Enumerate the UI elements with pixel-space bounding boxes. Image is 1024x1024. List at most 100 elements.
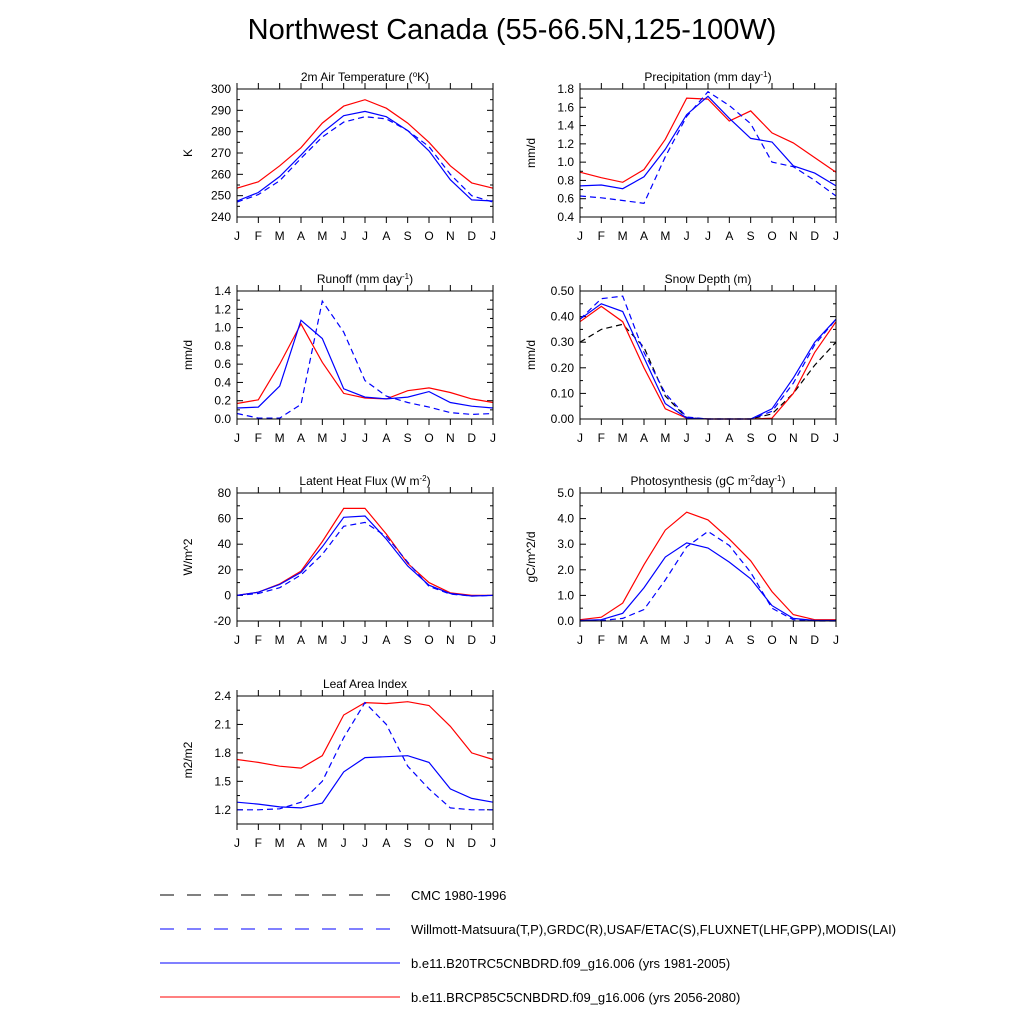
x-tick-label: J bbox=[362, 836, 368, 850]
plot-frame bbox=[579, 290, 837, 420]
y-tick-label: 1.0 bbox=[214, 321, 231, 335]
x-tick-label: A bbox=[640, 229, 648, 243]
y-axis-label: m2/m2 bbox=[181, 741, 195, 778]
y-tick-label: 20 bbox=[218, 563, 232, 577]
chart-panel-6: Photosynthesis (gC m-2day-1) gC/m^2/d 0.0 1… bbox=[524, 474, 839, 648]
y-tick-label: 1.4 bbox=[557, 119, 574, 133]
x-tick-label: A bbox=[640, 633, 648, 647]
panel-title: 2m Air Temperature (oK) bbox=[301, 70, 429, 85]
x-tick-label: O bbox=[767, 431, 776, 445]
y-tick-label: 280 bbox=[211, 125, 231, 139]
x-tick-label: M bbox=[660, 633, 670, 647]
y-tick-label: 4.0 bbox=[557, 512, 574, 526]
series-line-hist bbox=[236, 515, 494, 597]
x-tick-label: F bbox=[598, 633, 605, 647]
x-tick-label: M bbox=[317, 229, 327, 243]
y-tick-label: 1.2 bbox=[557, 137, 574, 151]
x-tick-label: J bbox=[341, 836, 347, 850]
x-tick-label: J bbox=[234, 431, 240, 445]
y-tick-label: 300 bbox=[211, 82, 231, 96]
y-tick-label: 1.2 bbox=[214, 302, 231, 316]
legend-label-obs: Willmott-Matsuura(T,P),GRDC(R),USAF/ETAC… bbox=[411, 922, 896, 937]
x-tick-label: N bbox=[446, 431, 455, 445]
x-tick-label: A bbox=[725, 229, 733, 243]
plot-frame bbox=[236, 492, 494, 622]
x-tick-label: A bbox=[382, 229, 390, 243]
x-tick-label: J bbox=[362, 229, 368, 243]
x-tick-label: O bbox=[424, 633, 433, 647]
x-tick-label: D bbox=[467, 229, 476, 243]
x-tick-label: A bbox=[725, 633, 733, 647]
x-tick-label: J bbox=[705, 633, 711, 647]
y-tick-label: 0.0 bbox=[214, 412, 231, 426]
x-tick-label: S bbox=[747, 633, 755, 647]
x-tick-label: M bbox=[618, 229, 628, 243]
x-tick-label: M bbox=[317, 836, 327, 850]
plot-frame bbox=[236, 88, 494, 218]
x-tick-label: J bbox=[234, 836, 240, 850]
y-tick-label: 0.00 bbox=[551, 412, 575, 426]
x-tick-label: D bbox=[467, 431, 476, 445]
series-line-future bbox=[579, 511, 836, 621]
x-tick-label: S bbox=[404, 431, 412, 445]
x-tick-label: J bbox=[341, 229, 347, 243]
x-tick-label: J bbox=[833, 229, 839, 243]
y-tick-label: 2.0 bbox=[557, 563, 574, 577]
y-tick-label: 0.4 bbox=[557, 210, 574, 224]
x-tick-label: F bbox=[255, 633, 262, 647]
chart-panel-4: Snow Depth (m) mm/d 0.00 0.10 0.20 0.30 0.40 0.… bbox=[524, 272, 839, 445]
series-line-future bbox=[236, 322, 494, 405]
y-tick-label: 1.6 bbox=[557, 100, 574, 114]
x-tick-label: J bbox=[490, 836, 496, 850]
x-tick-label: F bbox=[255, 836, 262, 850]
x-tick-label: N bbox=[446, 836, 455, 850]
x-tick-label: D bbox=[810, 229, 819, 243]
y-tick-label: 0.20 bbox=[551, 361, 575, 375]
x-tick-label: M bbox=[618, 633, 628, 647]
y-axis-label: mm/d bbox=[524, 138, 538, 168]
y-tick-label: 0.4 bbox=[214, 375, 231, 389]
plot-frame bbox=[579, 88, 837, 218]
x-tick-label: D bbox=[810, 431, 819, 445]
y-axis-label: mm/d bbox=[524, 340, 538, 370]
y-tick-label: -20 bbox=[214, 614, 232, 628]
y-axis-label: W/m^2 bbox=[181, 538, 195, 575]
x-tick-label: M bbox=[317, 633, 327, 647]
y-tick-label: 270 bbox=[211, 146, 231, 160]
series-line-obs bbox=[236, 116, 494, 203]
x-tick-label: A bbox=[297, 229, 305, 243]
x-tick-label: N bbox=[446, 633, 455, 647]
chart-panel-2: Precipitation (mm day-1) mm/d 0.4 0.6 0.8 1.0… bbox=[524, 70, 839, 244]
x-tick-label: J bbox=[341, 633, 347, 647]
y-tick-label: 5.0 bbox=[557, 486, 574, 500]
y-tick-label: 0.6 bbox=[557, 192, 574, 206]
series-line-obs bbox=[579, 90, 837, 204]
series-line-obs bbox=[579, 295, 837, 420]
x-tick-label: O bbox=[424, 229, 433, 243]
x-tick-label: M bbox=[660, 229, 670, 243]
x-tick-label: O bbox=[424, 836, 433, 850]
series-line-obs bbox=[579, 530, 836, 622]
x-tick-label: A bbox=[297, 836, 305, 850]
x-tick-label: A bbox=[382, 633, 390, 647]
y-tick-label: 0.6 bbox=[214, 357, 231, 371]
series-line-obs bbox=[237, 701, 493, 811]
x-tick-label: M bbox=[275, 229, 285, 243]
x-tick-label: J bbox=[490, 229, 496, 243]
chart-panel-1: 2m Air Temperature (oK) K 240 250 260 270 280 2… bbox=[181, 70, 496, 244]
x-tick-label: A bbox=[297, 633, 305, 647]
series-line-hist bbox=[236, 755, 494, 809]
x-tick-label: S bbox=[404, 836, 412, 850]
series-line-obs bbox=[236, 521, 494, 597]
x-tick-label: S bbox=[404, 229, 412, 243]
series-line-future bbox=[236, 99, 494, 189]
x-tick-label: M bbox=[618, 431, 628, 445]
x-tick-label: D bbox=[810, 633, 819, 647]
x-tick-label: J bbox=[684, 431, 690, 445]
x-tick-label: N bbox=[789, 229, 798, 243]
x-tick-label: F bbox=[598, 229, 605, 243]
y-axis-label: gC/m^2/d bbox=[524, 532, 538, 583]
x-tick-label: S bbox=[404, 633, 412, 647]
y-tick-label: 1.5 bbox=[214, 774, 231, 788]
